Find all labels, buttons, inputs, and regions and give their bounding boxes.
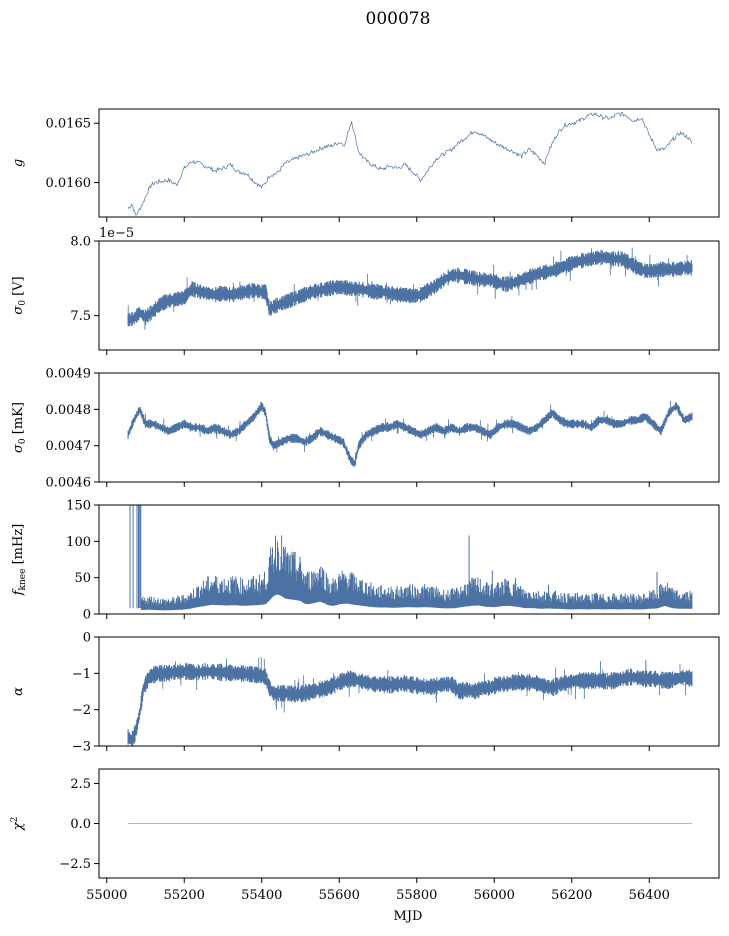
figure-title: 000078 — [366, 9, 431, 29]
chart-g-line — [127, 111, 693, 216]
chart-chi2-xtick-label: 55400 — [241, 888, 282, 903]
chart-fknee-ylabel: fknee [mHz] — [11, 524, 28, 597]
chart-fknee-ytick-label: 100 — [66, 535, 91, 550]
chart-sigma0_mK-ylabel: σ0 [mK] — [11, 402, 28, 453]
chart-fknee-ytick-label: 150 — [66, 499, 91, 514]
chart-chi2-ytick-label: −2.5 — [59, 857, 91, 872]
panel-chi2: −2.5 0.0 2.5 55000 55200 55400 55600 55800 56000… — [10, 768, 720, 924]
chart-chi2-xtick-label: 56000 — [474, 888, 515, 903]
chart-fknee-frame — [98, 504, 720, 615]
chart-fknee-series — [129, 505, 693, 611]
panel-alpha: −3 −2 −1 0 α — [11, 631, 720, 755]
chart-chi2-xtick-label: 55600 — [319, 888, 360, 903]
chart-sigma0_V-frame — [98, 240, 720, 351]
chart-sigma0_V-series — [127, 247, 693, 330]
chart-sigma0_V-ytick-label: 7.5 — [70, 309, 91, 324]
panel-sigma0-v: 7.5 8.0 σ0 [V] 1e−5 — [11, 226, 720, 355]
chart-sigma0_mK-frame — [98, 372, 720, 483]
panel-fknee: 0 50 100 150 fknee [mHz] — [11, 499, 720, 623]
chart-g-frame — [98, 108, 720, 218]
chart-fknee-knee-values — [129, 505, 693, 611]
chart-sigma0_V-ylabel: σ0 [V] — [11, 276, 28, 314]
chart-sigma0_mK-ytick-label: 0.0046 — [46, 476, 92, 491]
chart-sigma0_V-ytick-label: 8.0 — [70, 235, 91, 250]
chart-alpha-ytick-label: −1 — [72, 667, 91, 682]
chart-chi2-xtick-label: 56400 — [629, 888, 670, 903]
chart-chi2-xtick-label: 55200 — [164, 888, 205, 903]
chart-alpha-ylabel: α — [11, 687, 26, 696]
chart-alpha-series — [127, 656, 693, 746]
chart-sigma0_mK-ytick-label: 0.0049 — [46, 367, 92, 382]
panel-g: 0.0160 0.0165 g — [11, 108, 720, 222]
chart-chi2-ylabel: χ2 — [10, 817, 26, 832]
chart-g-ylabel: g — [11, 159, 26, 167]
chart-chi2-xtick-label: 55000 — [86, 888, 127, 903]
chart-sigma0_mK-ytick-label: 0.0048 — [46, 403, 92, 418]
chart-sigma0_mK-ytick-label: 0.0047 — [46, 439, 92, 454]
chart-sigma0_mK-noise-band — [127, 401, 693, 467]
chart-sigma0_mK-series — [127, 400, 693, 467]
chart-g-series — [127, 111, 693, 216]
chart-g-ytick-label: 0.0160 — [46, 176, 92, 191]
chart-chi2-xlabel: MJD — [394, 909, 423, 924]
chart-alpha-frame — [98, 636, 720, 747]
chart-alpha-noise-band — [127, 663, 693, 746]
chart-alpha-ytick-label: −3 — [72, 740, 91, 755]
chart-sigma0_V-offset-text: 1e−5 — [99, 226, 134, 241]
chart-chi2-ytick-label: 0.0 — [70, 817, 91, 832]
chart-sigma0_mK-spikes — [145, 400, 671, 461]
chart-g-ytick-label: 0.0165 — [46, 117, 92, 132]
chart-sigma0_V-spikes — [127, 247, 688, 330]
chart-alpha-ytick-label: −2 — [72, 703, 91, 718]
chart-fknee-ytick-label: 50 — [74, 571, 91, 586]
panel-sigma0-mk: 0.0046 0.0047 0.0048 0.0049 σ0 [mK] — [11, 367, 720, 491]
chart-chi2-xtick-label: 56200 — [551, 888, 592, 903]
chart-fknee-ytick-label: 0 — [83, 608, 91, 623]
chart-chi2-xtick-label: 55800 — [396, 888, 437, 903]
chart-alpha-spikes — [162, 656, 686, 713]
chart-sigma0_V-noise-band — [127, 249, 693, 327]
chart-alpha-ytick-label: 0 — [83, 631, 91, 646]
chart-chi2-ytick-label: 2.5 — [70, 777, 91, 792]
